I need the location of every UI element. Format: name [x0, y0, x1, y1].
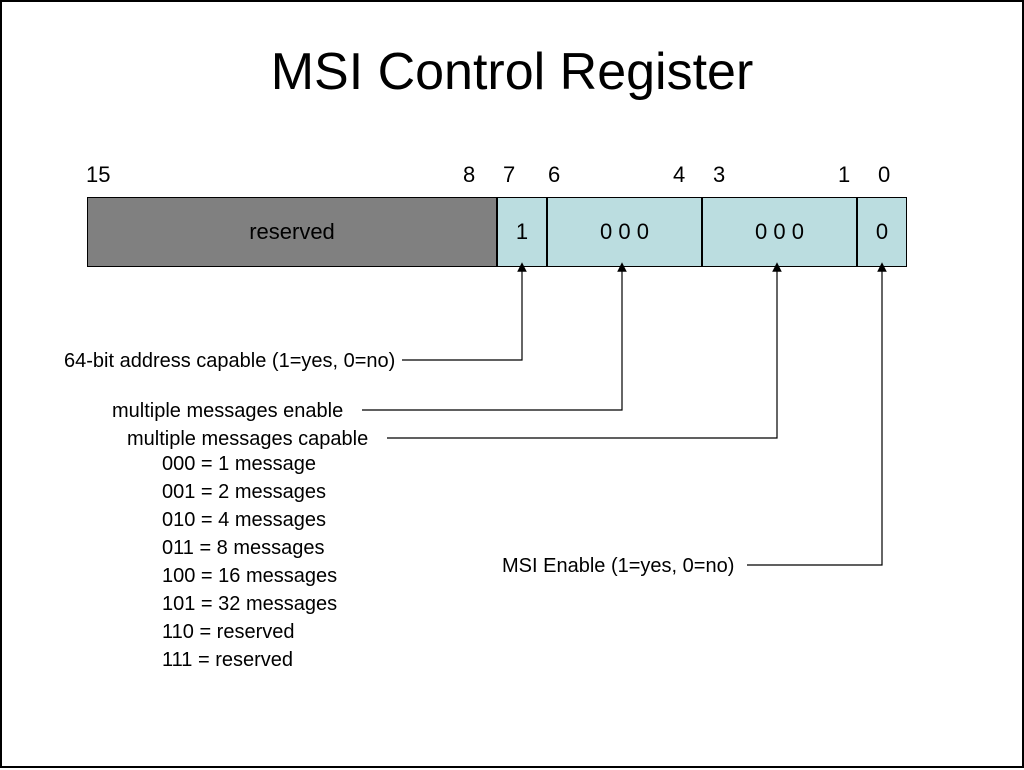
register-field-bits3_1: 0 0 0 — [702, 197, 857, 267]
encoding-list: 000 = 1 message001 = 2 messages010 = 4 m… — [162, 450, 337, 674]
label-64bit-address: 64-bit address capable (1=yes, 0=no) — [64, 350, 395, 373]
bit-label: 6 — [548, 162, 560, 188]
register-field-bits6_4: 0 0 0 — [547, 197, 702, 267]
bit-label: 0 — [878, 162, 890, 188]
encoding-line: 011 = 8 messages — [162, 534, 337, 562]
encoding-line: 001 = 2 messages — [162, 478, 337, 506]
register-field-reserved: reserved — [87, 197, 497, 267]
bit-label: 3 — [713, 162, 725, 188]
bit-label: 8 — [463, 162, 475, 188]
encoding-line: 110 = reserved — [162, 618, 337, 646]
encoding-line: 100 = 16 messages — [162, 562, 337, 590]
encoding-line: 010 = 4 messages — [162, 506, 337, 534]
register-field-bit7: 1 — [497, 197, 547, 267]
encoding-line: 111 = reserved — [162, 646, 337, 674]
bit-label: 1 — [838, 162, 850, 188]
encoding-line: 101 = 32 messages — [162, 590, 337, 618]
bit-label: 7 — [503, 162, 515, 188]
page-title: MSI Control Register — [2, 42, 1022, 102]
encoding-line: 000 = 1 message — [162, 450, 337, 478]
label-mm-enable: multiple messages enable — [112, 400, 343, 423]
diagram-frame: MSI Control Register 158764310 reserved1… — [0, 0, 1024, 768]
label-mm-capable: multiple messages capable — [127, 428, 368, 451]
bit-label: 4 — [673, 162, 685, 188]
register-field-bit0: 0 — [857, 197, 907, 267]
bit-label: 15 — [86, 162, 110, 188]
connector-arrows — [2, 2, 1024, 770]
label-msi-enable: MSI Enable (1=yes, 0=no) — [502, 555, 734, 578]
